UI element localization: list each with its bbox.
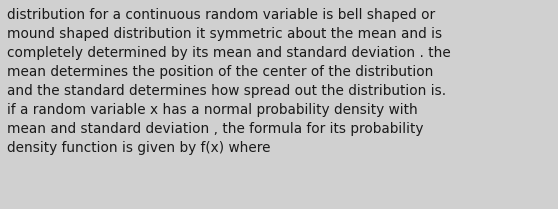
Text: distribution for a continuous random variable is bell shaped or
mound shaped dis: distribution for a continuous random var…: [7, 8, 450, 155]
